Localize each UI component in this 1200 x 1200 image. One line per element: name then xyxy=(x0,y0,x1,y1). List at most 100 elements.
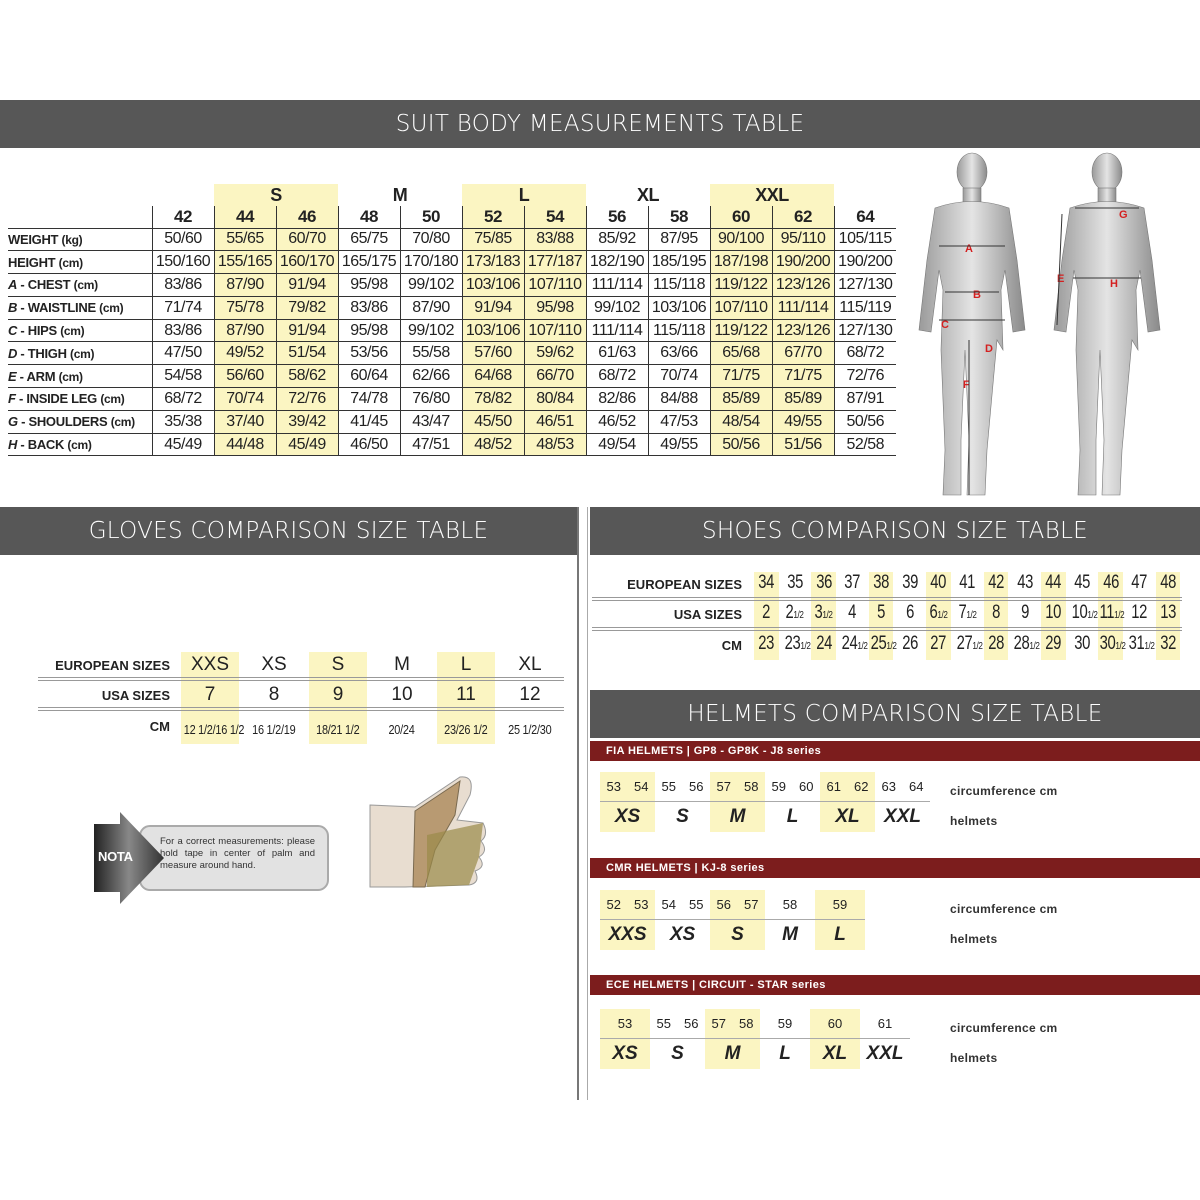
table-cell: 111/114 xyxy=(585,319,648,343)
table-cell: 45/49 xyxy=(151,433,214,457)
table-cell: 87/90 xyxy=(399,296,462,320)
table-cell: 127/130 xyxy=(833,319,896,343)
table-cell: 190/200 xyxy=(833,250,896,275)
table-cell-text: 4 xyxy=(848,602,857,623)
table-cell-text: 8 xyxy=(268,684,280,705)
measure-key: C xyxy=(8,323,18,339)
table-cell: 67/70 xyxy=(771,341,834,366)
helmet-size: S xyxy=(671,1043,684,1064)
row-divider xyxy=(38,677,564,681)
table-cell: 27 xyxy=(924,633,953,655)
table-cell: 185/195 xyxy=(647,250,710,275)
table-cell: 231/2 xyxy=(781,633,810,655)
table-cell: 50/60 xyxy=(151,228,214,252)
table-cell: 271/2 xyxy=(953,633,983,655)
table-cell: 48/54 xyxy=(709,410,772,434)
table-cell: 44/48 xyxy=(213,433,276,457)
table-cell: 49/54 xyxy=(585,433,648,457)
circumference-values: 52 53 xyxy=(600,890,655,920)
table-cell: 91/94 xyxy=(275,273,338,297)
table-cell: 20/24 xyxy=(370,722,434,737)
helmet-section-header: ECE HELMETS | CIRCUIT - STAR series xyxy=(590,975,1200,995)
row-label: A - CHEST (cm) xyxy=(8,273,152,297)
table-cell-text: XS xyxy=(261,654,287,675)
spacer xyxy=(8,206,152,229)
table-cell-text: 9 xyxy=(332,684,344,705)
helmet-size-group: 55 56 S xyxy=(650,1009,705,1069)
table-cell: 90/100 xyxy=(709,228,772,252)
table-cell-text: 46 xyxy=(1102,572,1119,593)
table-cell-text: 8 xyxy=(991,602,1000,623)
table-cell: 26 xyxy=(896,633,925,655)
helmet-size-group: 56 57 S xyxy=(710,890,765,950)
circumference-values: 56 57 xyxy=(710,890,765,920)
helmet-size: S xyxy=(731,924,744,945)
table-cell-text: 23 xyxy=(758,633,775,654)
size-header: 62 xyxy=(771,206,834,229)
table-cell: 103/106 xyxy=(647,296,710,320)
svg-text:H: H xyxy=(1110,278,1118,290)
circumference-cell: 54 xyxy=(634,779,649,794)
table-row: H - BACK (cm) 45/49 44/48 45/49 46/50 47/51 48… xyxy=(8,433,896,457)
size-header: 46 xyxy=(275,206,338,229)
circumference-cell: 61 xyxy=(826,779,841,794)
table-cell: 48 xyxy=(1154,572,1183,594)
table-cell-text: L xyxy=(460,654,472,675)
table-cell: XXS xyxy=(178,654,242,676)
size-group-label xyxy=(834,184,896,206)
table-cell-text: 30 xyxy=(1074,633,1090,654)
table-cell: 83/86 xyxy=(151,319,214,343)
table-row: G - SHOULDERS (cm) 35/38 37/40 39/42 41/45 43… xyxy=(8,410,896,434)
circumference-cell: 60 xyxy=(827,1016,843,1031)
spacer xyxy=(8,184,152,206)
table-cell: 25 1/2/30 xyxy=(498,722,562,737)
table-cell: 115/119 xyxy=(833,296,896,320)
helmets-label: helmets xyxy=(950,1051,998,1065)
shoes-title: SHOES COMPARISON SIZE TABLE xyxy=(701,518,1089,544)
circumference-label: circumference cm xyxy=(950,1021,1058,1035)
table-cell-text: 61/2 xyxy=(929,602,948,623)
circumference-cell: 58 xyxy=(739,1016,754,1031)
helmet-size: M xyxy=(782,924,798,945)
table-cell: 10 xyxy=(370,684,434,706)
table-cell: 107/110 xyxy=(523,319,586,343)
body-figure-image: A B C D E F G H xyxy=(918,152,1161,496)
suit-title: SUIT BODY MEASUREMENTS TABLE xyxy=(395,111,805,137)
table-cell: 111/2 xyxy=(1096,602,1125,624)
table-cell: 68/72 xyxy=(585,364,648,389)
row-label: WEIGHT (kg) xyxy=(8,228,152,252)
table-cell: 12 xyxy=(1125,602,1154,624)
highlight-column xyxy=(983,572,1009,660)
circumference-cell: 56 xyxy=(689,779,704,794)
table-cell-text: 48 xyxy=(1160,572,1176,593)
table-cell: 8 xyxy=(242,684,306,706)
table-cell: 40 xyxy=(924,572,953,594)
table-cell: 49/55 xyxy=(771,410,834,434)
table-row: B - WAISTLINE (cm) 71/74 75/78 79/82 83/86 87… xyxy=(8,296,896,320)
table-cell: 60/70 xyxy=(275,228,338,252)
helmets-title: HELMETS COMPARISON SIZE TABLE xyxy=(687,701,1103,727)
table-cell: 105/115 xyxy=(833,228,896,252)
table-cell: 2 xyxy=(752,602,781,624)
table-cell-text: 251/2 xyxy=(870,633,897,654)
table-cell: 57/60 xyxy=(461,341,524,366)
unit: (kg) xyxy=(61,232,83,247)
table-cell: 51/56 xyxy=(771,433,834,457)
table-cell-text: 37 xyxy=(844,572,861,593)
table-cell: 46/51 xyxy=(523,410,586,434)
table-cell: 35/38 xyxy=(151,410,214,434)
table-cell: 50/56 xyxy=(709,433,772,457)
table-cell: 84/88 xyxy=(647,387,710,411)
table-cell-text: 43 xyxy=(1016,572,1033,593)
table-cell-text: 12 xyxy=(1131,602,1148,623)
circumference-values: 60 xyxy=(810,1009,860,1039)
helmet-size: XS xyxy=(614,806,641,827)
unit: (cm) xyxy=(99,301,124,316)
circumference-values: 61 xyxy=(860,1009,910,1039)
highlight-column xyxy=(811,572,837,660)
divider xyxy=(577,507,579,1100)
table-cell: 72/76 xyxy=(833,364,896,389)
table-cell-text: 38 xyxy=(873,572,889,593)
table-cell: 56/60 xyxy=(213,364,276,389)
table-cell: 123/126 xyxy=(771,319,834,343)
